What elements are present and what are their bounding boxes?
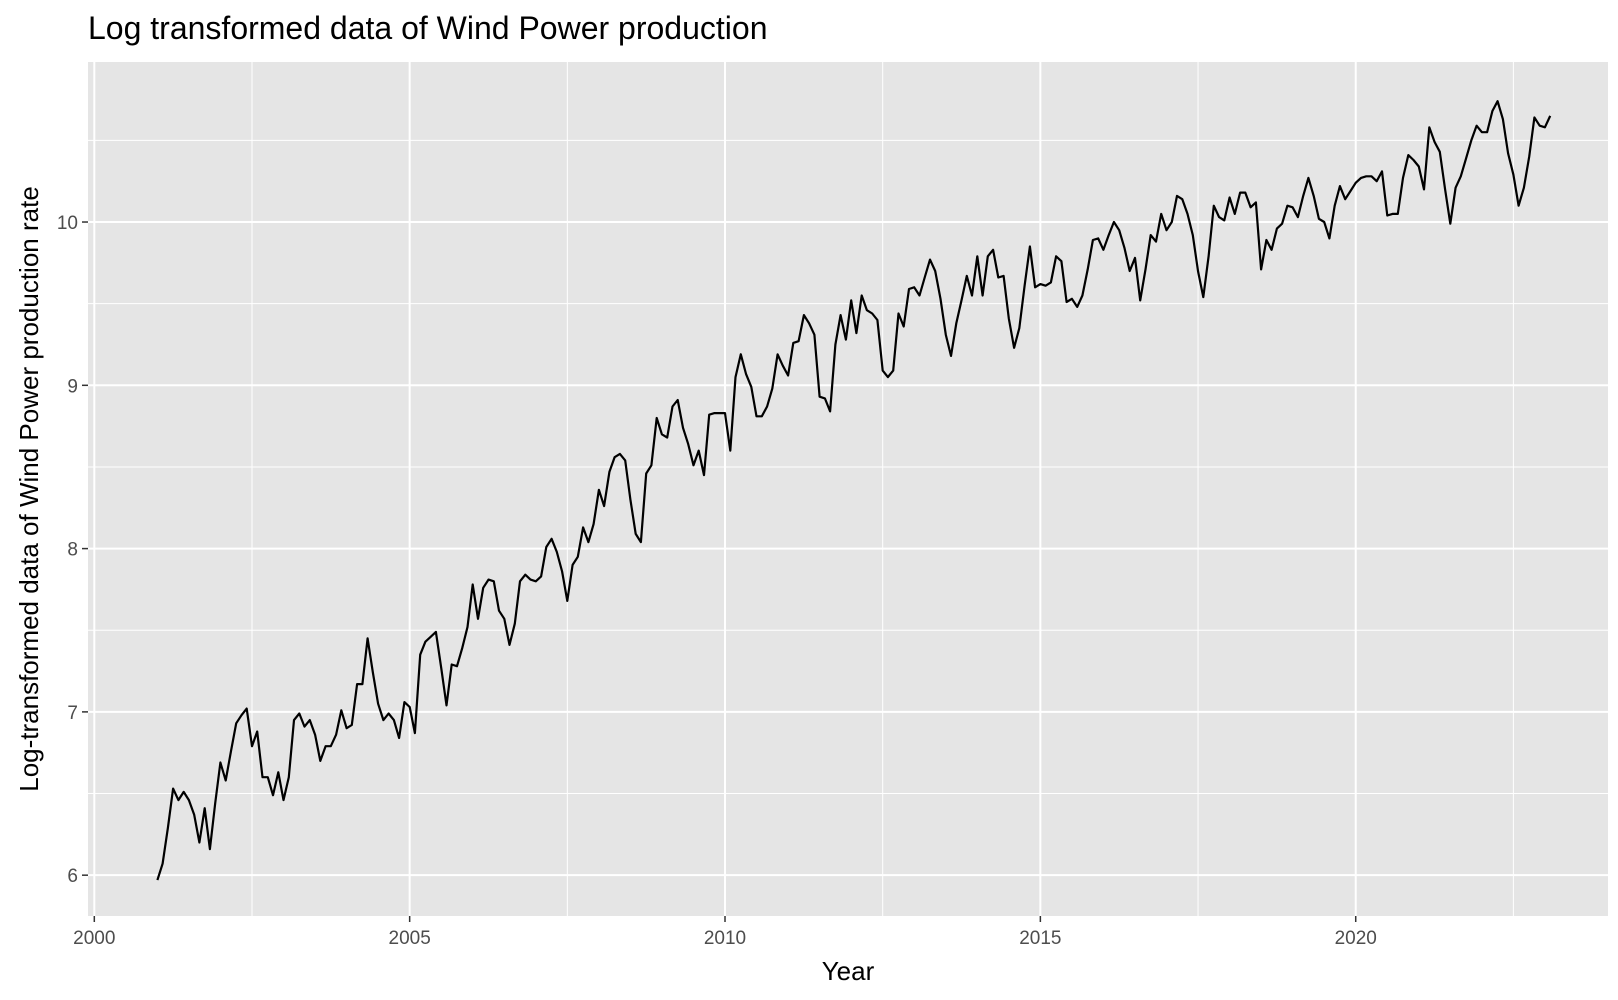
y-tick-label: 6 [67,866,78,887]
series-line [156,100,1552,881]
series-layer [156,100,1552,881]
y-tick-label: 10 [57,213,78,234]
y-tick-label: 7 [67,703,78,724]
x-axis-title: Year [822,956,875,986]
y-axis: 6 7 8 9 10 [57,213,88,887]
chart-title: Log transformed data of Wind Power produ… [88,10,767,46]
minor-gridlines [88,62,1608,916]
y-tick-label: 9 [67,376,78,397]
y-tick-label: 8 [67,540,78,561]
x-axis: 2000 2005 2010 2015 2020 [73,916,1377,949]
x-tick-label: 2020 [1335,928,1377,949]
x-tick-label: 2000 [73,928,115,949]
x-tick-label: 2015 [1019,928,1061,949]
x-tick-label: 2010 [704,928,746,949]
major-gridlines [88,62,1608,916]
x-tick-label: 2005 [389,928,431,949]
plot-panel [88,62,1608,916]
y-axis-title: Log-transformed data of Wind Power produ… [14,186,44,792]
